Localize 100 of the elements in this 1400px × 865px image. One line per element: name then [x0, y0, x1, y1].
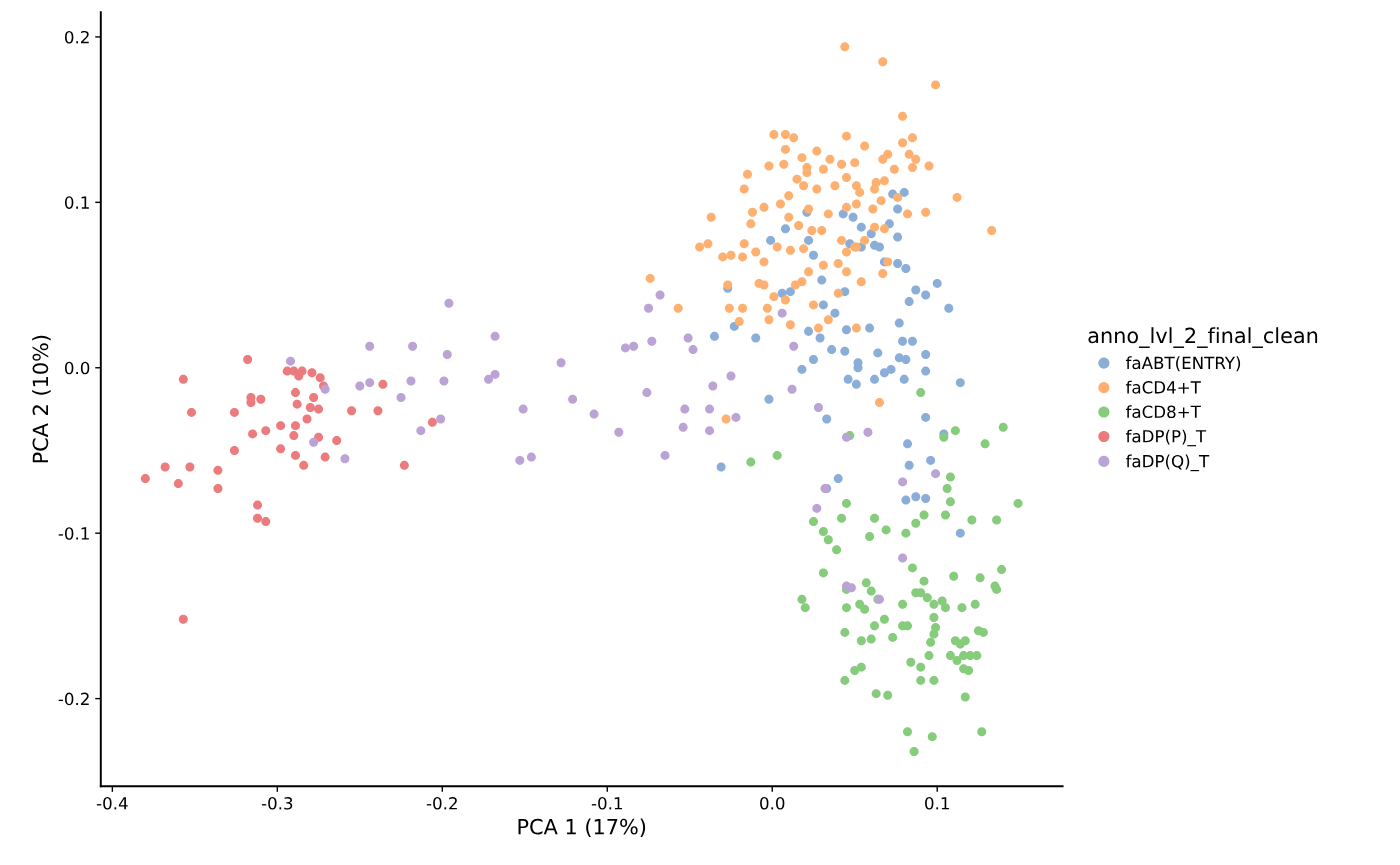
x-tick-label: -0.1 [591, 797, 622, 810]
point [347, 406, 357, 416]
point [683, 333, 693, 343]
point [408, 341, 418, 351]
point [863, 427, 873, 437]
point [256, 394, 266, 404]
point [173, 479, 183, 489]
y-axis-title: PCA 2 (10%) [32, 335, 51, 463]
y-tick-label: 0.1 [64, 196, 89, 209]
point [309, 393, 319, 403]
point [276, 421, 286, 431]
point [307, 368, 317, 378]
point [444, 298, 454, 308]
point [365, 341, 375, 351]
point [660, 450, 670, 460]
point [290, 421, 300, 431]
point [731, 412, 741, 422]
point [705, 426, 715, 436]
point [261, 426, 271, 436]
point [931, 469, 941, 479]
point [812, 503, 822, 513]
point [187, 407, 197, 417]
point [292, 399, 302, 409]
y-tick-label: 0.2 [64, 30, 89, 44]
point [332, 436, 342, 446]
point [644, 303, 654, 313]
point [846, 583, 856, 593]
point [688, 345, 698, 355]
legend-title: anno_lvl_2_final_clean [1088, 327, 1318, 348]
point [178, 374, 188, 384]
point [680, 404, 690, 414]
point [841, 432, 851, 442]
point [286, 356, 296, 366]
point [526, 452, 536, 462]
point [629, 341, 639, 351]
legend-label: faDP(Q)_T [1125, 454, 1210, 472]
point [378, 379, 388, 389]
x-tick-label: -0.2 [426, 797, 457, 810]
point [396, 393, 406, 403]
point [726, 371, 736, 381]
point [213, 465, 223, 475]
legend-label: faCD4+T [1125, 380, 1201, 394]
y-tick-label: -0.1 [58, 527, 89, 540]
point [556, 358, 566, 368]
point [614, 427, 624, 437]
x-tick-label: -0.3 [261, 797, 293, 810]
point [253, 500, 263, 510]
point [642, 388, 652, 398]
point [789, 341, 799, 351]
point [309, 437, 319, 447]
point [416, 426, 426, 436]
y-tick-label: -0.2 [58, 692, 89, 706]
y-tick-label: 0.0 [64, 361, 90, 375]
point [253, 513, 263, 523]
point [813, 402, 823, 412]
point [490, 369, 500, 379]
point [568, 394, 578, 404]
point [647, 336, 657, 346]
point [290, 450, 300, 460]
point [708, 381, 718, 391]
x-tick-label: -0.4 [96, 797, 128, 810]
point [261, 517, 271, 527]
x-axis-title: PCA 1 (17%) [518, 818, 646, 837]
point [373, 406, 383, 416]
point [297, 366, 307, 376]
point [355, 381, 365, 391]
point [515, 455, 525, 465]
point [314, 404, 324, 414]
point [185, 462, 195, 472]
point [655, 290, 665, 300]
point [427, 417, 437, 427]
point [483, 374, 493, 384]
point [678, 422, 688, 432]
point [229, 407, 239, 417]
point [365, 378, 375, 388]
point [787, 384, 797, 394]
point [340, 454, 350, 464]
point [178, 614, 188, 624]
point [518, 404, 528, 414]
point [620, 343, 630, 353]
point [276, 444, 286, 454]
point [406, 376, 416, 386]
point [248, 429, 258, 439]
point [399, 460, 409, 470]
point [490, 331, 500, 341]
point [898, 477, 908, 487]
point [436, 414, 446, 424]
point [140, 474, 150, 484]
point [439, 376, 449, 386]
point [320, 452, 330, 462]
point [442, 350, 452, 360]
point [315, 373, 325, 383]
x-tick-label: 0.0 [760, 797, 785, 810]
point [290, 388, 300, 398]
legend-label: faABT(ENTRY) [1125, 356, 1241, 372]
point [305, 402, 315, 412]
point [289, 431, 299, 441]
legend-label: faCD8+T [1125, 405, 1201, 419]
point [898, 553, 908, 563]
point [299, 460, 309, 470]
